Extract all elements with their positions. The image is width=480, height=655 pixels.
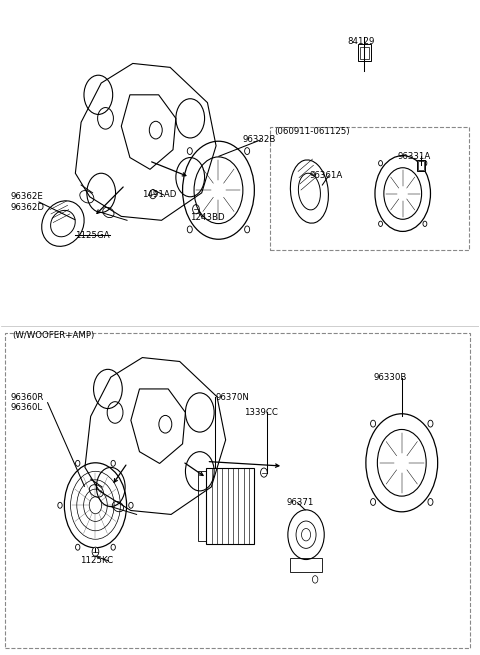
Text: 96370N: 96370N xyxy=(215,393,249,402)
Text: 84129: 84129 xyxy=(348,37,375,46)
Circle shape xyxy=(312,576,318,583)
Text: 1125KC: 1125KC xyxy=(80,556,113,565)
Text: 96362E: 96362E xyxy=(10,193,43,201)
Bar xyxy=(358,45,371,62)
Text: 96371: 96371 xyxy=(287,498,314,507)
Text: 1125GA: 1125GA xyxy=(75,231,109,240)
Bar xyxy=(418,161,424,170)
Circle shape xyxy=(192,204,199,214)
Bar xyxy=(198,472,206,540)
FancyBboxPatch shape xyxy=(5,333,470,648)
Text: (060911-061125): (060911-061125) xyxy=(275,127,350,136)
Bar xyxy=(289,558,323,572)
Bar xyxy=(417,160,425,172)
Text: 96362D: 96362D xyxy=(10,203,44,212)
Bar xyxy=(206,468,254,544)
Text: 96360R: 96360R xyxy=(10,393,44,402)
Text: 96361A: 96361A xyxy=(310,172,343,180)
Circle shape xyxy=(261,468,267,477)
FancyBboxPatch shape xyxy=(270,128,469,250)
Text: (W/WOOFER+AMP): (W/WOOFER+AMP) xyxy=(12,331,95,340)
Text: 96331A: 96331A xyxy=(398,152,431,160)
Text: 96332B: 96332B xyxy=(242,136,276,144)
Text: 96330B: 96330B xyxy=(373,373,407,383)
Circle shape xyxy=(150,189,156,198)
Text: 96360L: 96360L xyxy=(10,403,42,413)
Bar xyxy=(360,47,369,59)
Circle shape xyxy=(92,547,99,556)
Text: 1491AD: 1491AD xyxy=(142,191,176,199)
Text: 1243BD: 1243BD xyxy=(190,212,224,221)
Text: 1339CC: 1339CC xyxy=(244,408,278,417)
